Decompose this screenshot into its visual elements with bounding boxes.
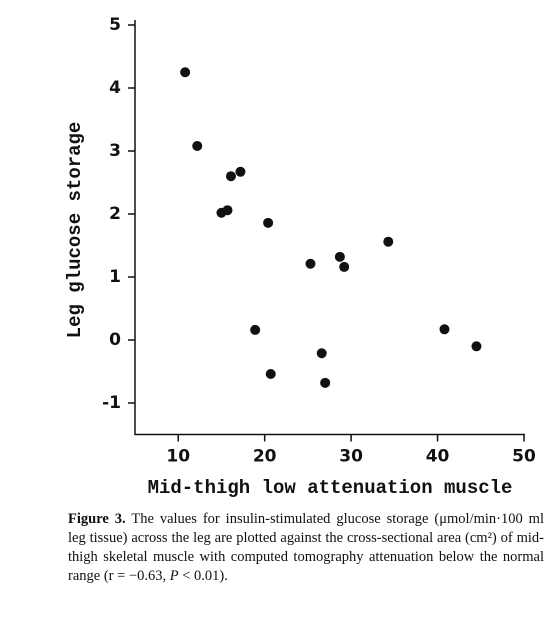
point [222, 205, 233, 216]
point [383, 236, 394, 247]
caption: Figure 3. The values for insulin-stimula… [68, 510, 544, 586]
y-tick-label: 2 [109, 204, 121, 224]
point [305, 258, 316, 269]
point [265, 369, 276, 380]
point [192, 140, 203, 151]
y-tick-label: 0 [109, 330, 121, 350]
point [250, 324, 261, 335]
point [263, 217, 274, 228]
caption-tail: < 0.01). [182, 568, 228, 584]
x-tick-label: 50 [512, 447, 536, 467]
x-tick-label: 20 [253, 447, 277, 467]
point [339, 261, 350, 272]
point [320, 377, 331, 388]
point [180, 67, 191, 78]
y-tick-label: 4 [109, 78, 121, 98]
caption-label: Figure 3. [68, 511, 126, 527]
caption-text: The values for insulin-stimulated glucos… [68, 511, 544, 584]
x-axis-label: Mid-thigh low attenuation muscle [148, 477, 513, 499]
x-tick-label: 30 [339, 447, 363, 467]
caption-italic: P [169, 568, 179, 584]
point [439, 324, 450, 335]
y-tick-label: 1 [109, 267, 121, 287]
point [316, 348, 327, 359]
point [471, 341, 482, 352]
x-tick-label: 10 [166, 447, 190, 467]
y-tick-label: 5 [109, 15, 121, 35]
point [235, 166, 246, 177]
y-tick-label: 3 [109, 141, 121, 161]
point [225, 171, 236, 182]
x-tick-label: 40 [426, 447, 450, 467]
y-tick-label: -1 [102, 393, 121, 413]
point [334, 251, 345, 262]
y-axis-label: Leg glucose storage [64, 122, 86, 339]
chart: Mid-thigh low attenuation muscle Leg glu… [64, 15, 536, 499]
